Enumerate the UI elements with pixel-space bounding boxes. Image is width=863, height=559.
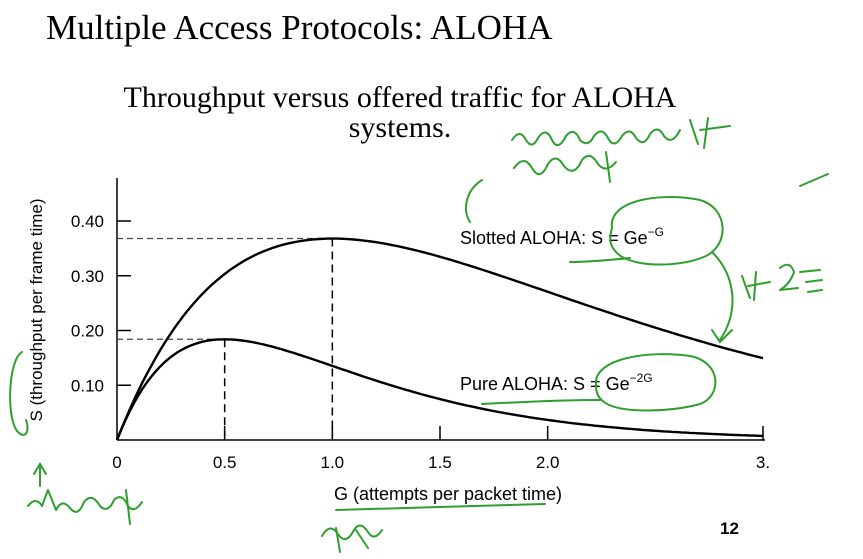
slide-title: Multiple Access Protocols: ALOHA xyxy=(46,8,553,47)
x-axis-label: G (attempts per packet time) xyxy=(334,484,562,504)
slotted-label-text: Slotted ALOHA: S = Ge xyxy=(460,228,648,248)
page-number: 12 xyxy=(720,519,739,538)
chart-curves xyxy=(115,237,764,441)
y-tick-label: 0.30 xyxy=(71,267,104,286)
ink-scribble-vulnerable-time xyxy=(511,117,731,149)
slotted-label-exponent: −G xyxy=(648,225,664,239)
peak-guide-lines xyxy=(117,237,334,440)
ink-circle-throughput xyxy=(9,351,29,436)
slotted-aloha-curve xyxy=(115,237,764,441)
handwritten-annotations xyxy=(9,117,829,553)
x-tick-label: 0.5 xyxy=(213,453,237,472)
chart-axes xyxy=(116,178,765,441)
ink-scribble-throughput-note xyxy=(27,489,143,525)
ink-bracket-top xyxy=(465,179,483,223)
pure-label-text: Pure ALOHA: S = Ge xyxy=(460,374,630,394)
caption-line-1: Throughput versus offered traffic for AL… xyxy=(123,81,677,114)
ink-underline-slotted xyxy=(569,257,631,263)
caption-line-2: systems. xyxy=(348,111,452,144)
x-tick-label: 1.5 xyxy=(428,453,452,472)
y-tick-label: 0.10 xyxy=(71,376,104,395)
ink-scribble-offered-note xyxy=(321,524,383,553)
pure-aloha-curve xyxy=(115,338,764,441)
x-tick-label: 1.0 xyxy=(321,453,345,472)
series-label-pure-aloha: Pure ALOHA: S = Ge−2G xyxy=(460,371,653,394)
tick-labels: 0.10 0.20 0.30 0.40 0 0.5 1.0 1.5 2.0 3. xyxy=(71,212,770,472)
ink-underline-pure xyxy=(481,399,601,405)
ink-circle-pure-formula xyxy=(594,353,717,412)
ink-arrow-between-formulas xyxy=(711,251,734,344)
y-tick-label: 0.40 xyxy=(71,212,104,231)
y-tick-label: 0.20 xyxy=(71,322,104,341)
ink-underline-xlabel xyxy=(335,503,546,511)
x-tick-label: 2.0 xyxy=(536,453,560,472)
chart-caption: Throughput versus offered traffic for AL… xyxy=(0,83,800,143)
x-tick-label: 0 xyxy=(112,453,121,472)
ink-scribble-line-2 xyxy=(513,151,617,183)
y-axis-label: S (throughput per frame time) xyxy=(27,199,46,422)
x-tick-label: 3. xyxy=(756,453,770,472)
pure-label-exponent: −2G xyxy=(630,371,653,385)
ink-arrow-up-throughput xyxy=(33,462,47,487)
series-label-slotted-aloha: Slotted ALOHA: S = Ge−G xyxy=(460,225,664,248)
ink-scribble-x2 xyxy=(741,263,823,301)
ink-tick-mark xyxy=(799,173,829,187)
